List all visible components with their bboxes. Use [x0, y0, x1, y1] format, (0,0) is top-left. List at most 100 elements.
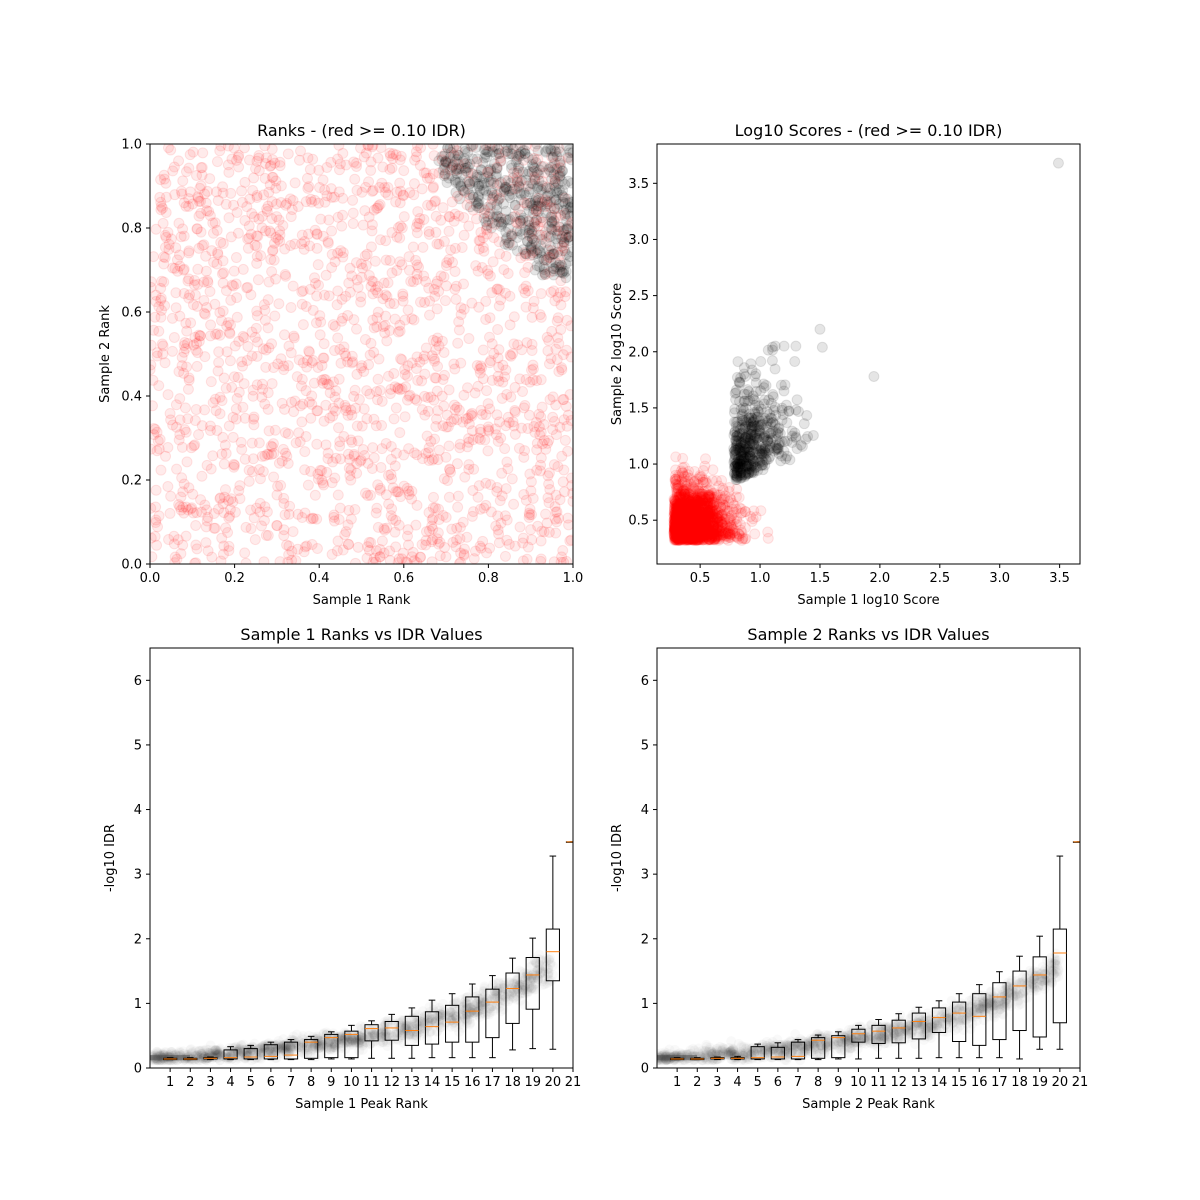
scatter-point-red	[251, 250, 263, 262]
scatter-point-red	[318, 479, 330, 491]
scatter-point-red	[175, 491, 187, 503]
scatter-point-red	[344, 262, 356, 274]
scatter-point-red	[397, 290, 409, 302]
y-tick-label: 0.4	[121, 390, 142, 405]
scatter-point-red	[535, 374, 547, 386]
scatter-point-red	[364, 489, 376, 501]
scatter-point-red	[300, 385, 312, 397]
scatter-point-red	[368, 452, 380, 464]
scatter-point-red	[488, 348, 500, 360]
scatter-point-red	[152, 521, 164, 533]
scatter-point-red	[246, 466, 258, 478]
scatter-point-red	[158, 258, 170, 270]
scatter-point-red	[459, 471, 471, 483]
scatter-point-red	[168, 161, 180, 173]
scatter-point-red	[416, 183, 428, 195]
scatter-point-red	[193, 210, 205, 222]
scatter-point-red	[164, 507, 176, 519]
scatter-point-red	[255, 520, 267, 532]
scatter-point-red	[255, 250, 267, 262]
scatter-point-red	[392, 383, 404, 395]
scatter-point-red	[465, 409, 477, 421]
scatter-point-red	[372, 479, 384, 491]
scatter-point-red	[398, 211, 410, 223]
scatter-point-red	[476, 409, 488, 421]
scatter-point-red	[218, 491, 230, 503]
scatter-point-black	[728, 416, 740, 428]
scatter-point-red	[295, 380, 307, 392]
scatter-point-red	[374, 484, 386, 496]
scatter-point-red	[504, 319, 516, 331]
scatter-point-red	[228, 371, 240, 383]
scatter-point-red	[518, 283, 530, 295]
scatter-point-red	[248, 172, 260, 184]
scatter-point-red	[221, 346, 233, 358]
scatter-point-red	[523, 215, 535, 227]
x-tick-label: 0.6	[393, 571, 414, 586]
scatter-point-red	[709, 529, 721, 541]
scatter-point-red	[313, 197, 325, 209]
scatter-point-red	[220, 198, 232, 210]
scatter-point-red	[461, 531, 473, 543]
scatter-point-red	[395, 353, 407, 365]
scatter-point-black	[790, 340, 802, 352]
scatter-point-red	[209, 298, 221, 310]
scatter-point-red	[311, 290, 323, 302]
scatter-point-red	[355, 144, 367, 154]
scatter-point-red	[427, 168, 439, 180]
scatter-point-red	[267, 438, 279, 450]
scatter-point-red	[156, 202, 168, 214]
scatter-point-red	[178, 263, 190, 275]
scatter-point-red	[311, 405, 323, 417]
scatter-point-red	[227, 411, 239, 423]
scatter-point-red	[549, 173, 561, 185]
scatter-point-red	[263, 449, 275, 461]
scatter-point-red	[376, 177, 388, 189]
scatter-point-red	[339, 529, 351, 541]
scatter-point-red	[515, 217, 527, 229]
scatter-point-red	[452, 501, 464, 513]
scatter-point-red	[437, 420, 449, 432]
scatter-point-red	[497, 376, 509, 388]
scatter-point-red	[207, 227, 219, 239]
scatter-point-red	[345, 434, 357, 446]
scatter-point-red	[437, 510, 449, 522]
scatter-point-red	[318, 289, 330, 301]
scatter-point-red	[150, 359, 157, 371]
scatter-point-red	[266, 338, 278, 350]
scatter-point-black	[502, 148, 514, 160]
scatter-point-red	[553, 249, 565, 261]
scatter-point-red	[467, 506, 479, 518]
scatter-point-red	[466, 297, 478, 309]
scatter-point-red	[393, 519, 405, 531]
scatter-point-red	[559, 192, 571, 204]
scatter-point-red	[415, 296, 427, 308]
scatter-point-red	[362, 144, 374, 152]
scatter-point-red	[263, 342, 275, 354]
scatter-point-red	[153, 301, 165, 313]
scatter-point-red	[463, 418, 475, 430]
scatter-point-red	[245, 289, 257, 301]
scatter-point-red	[482, 265, 494, 277]
scatter-point-red	[296, 512, 308, 524]
scatter-point-red	[458, 548, 470, 560]
scatter-point-red	[266, 266, 278, 278]
scatter-point-red	[190, 557, 202, 564]
scatter-point-red	[448, 358, 460, 370]
scatter-point-red	[318, 415, 330, 427]
scatter-point-red	[335, 245, 347, 257]
scatter-point-red	[431, 385, 443, 397]
scatter-point-red	[259, 501, 271, 513]
scatter-point-red	[317, 174, 329, 186]
scatter-point-red	[218, 372, 230, 384]
scatter-point-red	[348, 314, 360, 326]
scatter-point-black	[792, 405, 804, 417]
scatter-point-red	[178, 197, 190, 209]
scatter-point-red	[408, 178, 420, 190]
plot-area	[150, 144, 573, 564]
scatter-point-red	[201, 205, 213, 217]
scatter-point-red	[305, 412, 317, 424]
scatter-point-red	[251, 155, 263, 167]
scatter-point-red	[180, 166, 192, 178]
scatter-point-red	[463, 436, 475, 448]
